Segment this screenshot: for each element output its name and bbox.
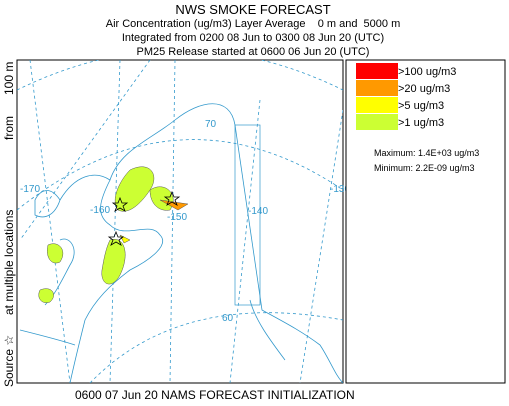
legend-label: >20 ug/m3 — [398, 83, 450, 95]
subtitle: PM25 Release started at 0600 06 Jun 20 (… — [137, 46, 370, 58]
legend-maximum: Maximum: 1.4E+03 ug/m3 — [374, 148, 479, 158]
legend-minimum: Minimum: 2.2E-09 ug/m3 — [374, 163, 475, 173]
title: NWS SMOKE FORECAST — [175, 2, 330, 17]
source-markers — [107, 190, 181, 246]
graticule-label: 60 — [222, 313, 234, 324]
legend: >100 ug/m3 >20 ug/m3 >5 ug/m3 >1 ug/m3 — [356, 63, 456, 130]
graticule-label: -150 — [167, 212, 187, 223]
subtitle: Air Concentration (ug/m3) Layer Average … — [106, 18, 401, 30]
subtitle: Integrated from 0200 08 Jun to 0300 08 J… — [122, 32, 384, 44]
smoke-plumes — [38, 166, 189, 303]
graticule — [17, 60, 343, 383]
legend-label: >100 ug/m3 — [398, 66, 456, 78]
locations-label: at multiple locations — [2, 210, 16, 315]
legend-swatch — [356, 63, 398, 79]
source-label: Source ☆ — [2, 335, 16, 387]
border — [234, 124, 261, 306]
height-label: 100 m — [2, 62, 16, 95]
from-label: from — [2, 116, 16, 140]
legend-frame — [345, 59, 506, 384]
map-frame — [16, 59, 344, 384]
legend-swatch — [356, 97, 398, 113]
legend-label: >5 ug/m3 — [398, 100, 444, 112]
graticule-label: -160 — [90, 205, 110, 216]
graticule-label: -170 — [20, 184, 40, 195]
legend-swatch — [356, 114, 398, 130]
graticule-label: 70 — [205, 119, 217, 130]
map: -170 -160 -150 -140 -130 70 60 — [16, 59, 350, 384]
legend-swatch — [356, 80, 398, 96]
side-label: Source ☆ at multiple locations from 100 … — [2, 62, 16, 387]
legend-label: >1 ug/m3 — [398, 117, 444, 129]
graticule-labels: -170 -160 -150 -140 -130 70 60 — [20, 119, 350, 324]
footer: 0600 07 Jun 20 NAMS FORECAST INITIALIZAT… — [75, 388, 355, 401]
graticule-label: -130 — [330, 184, 350, 195]
graticule-label: -140 — [248, 206, 268, 217]
